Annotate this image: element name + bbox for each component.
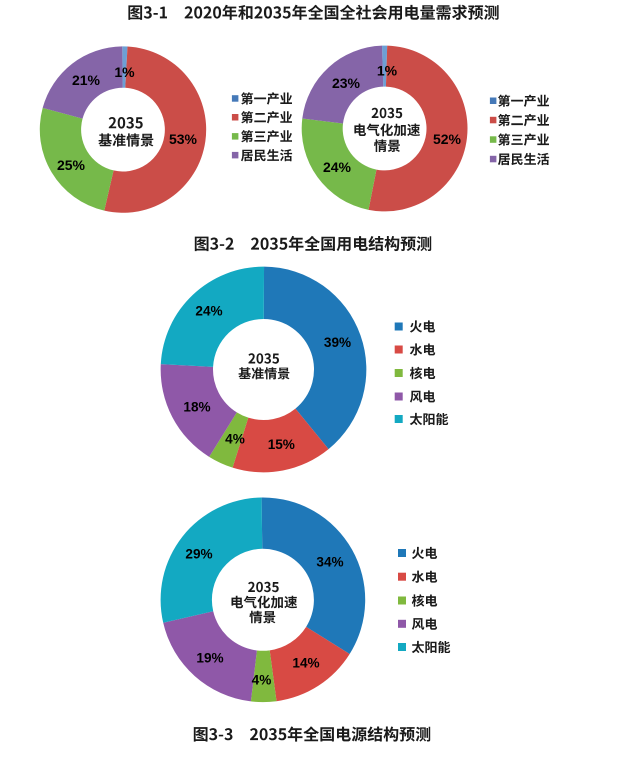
svg-text:34%: 34% [316,555,343,570]
svg-text:23%: 23% [332,75,361,91]
svg-text:1%: 1% [377,63,398,79]
svg-text:53%: 53% [169,131,198,147]
svg-text:19%: 19% [196,651,223,666]
svg-text:18%: 18% [183,400,210,415]
svg-text:29%: 29% [185,547,212,562]
svg-text:4%: 4% [252,673,272,688]
svg-text:25%: 25% [57,157,86,173]
svg-text:15%: 15% [268,437,295,452]
svg-text:24%: 24% [195,304,222,319]
svg-text:52%: 52% [433,131,462,147]
svg-text:1%: 1% [114,64,135,80]
svg-text:14%: 14% [292,656,319,671]
svg-text:21%: 21% [72,72,101,88]
svg-text:24%: 24% [323,159,352,175]
svg-text:4%: 4% [225,432,245,447]
svg-text:39%: 39% [324,335,351,350]
